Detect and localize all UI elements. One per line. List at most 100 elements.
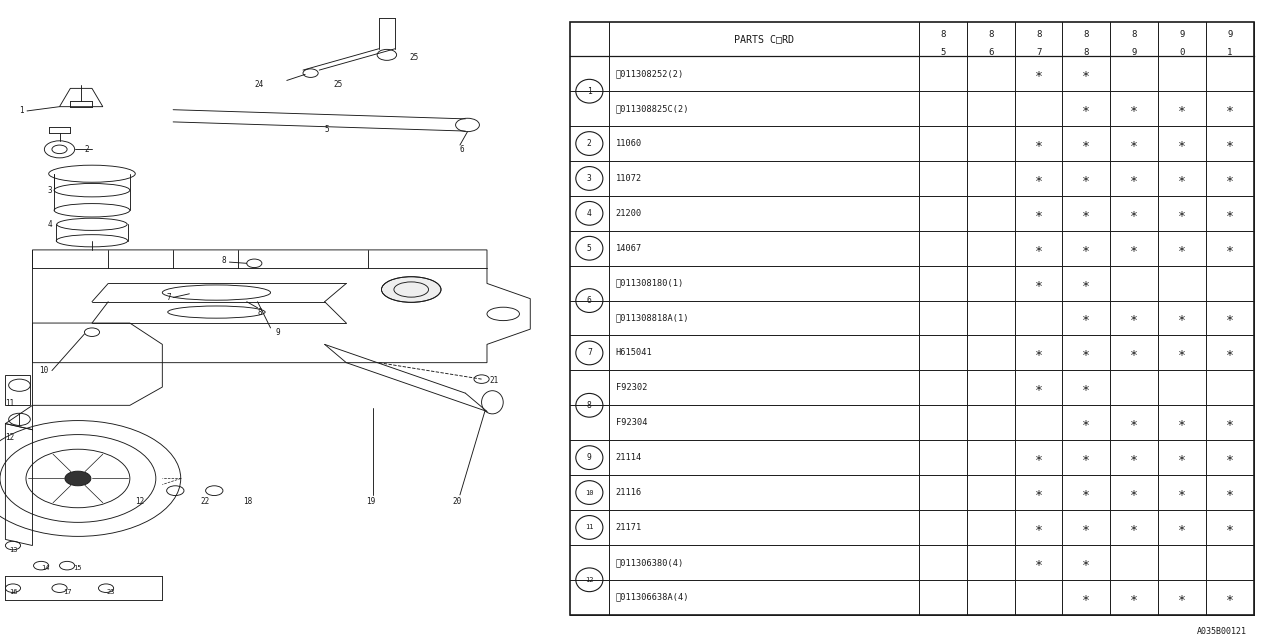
Text: ∗: ∗ — [1083, 591, 1091, 604]
Text: A035B00121: A035B00121 — [1197, 627, 1247, 636]
Text: ∗: ∗ — [1226, 207, 1234, 220]
Text: ∗: ∗ — [1083, 556, 1091, 569]
Text: 13: 13 — [9, 547, 17, 553]
Text: 6: 6 — [988, 48, 993, 57]
Text: 9: 9 — [588, 453, 591, 462]
Text: 7: 7 — [588, 348, 591, 358]
Text: 6: 6 — [460, 145, 465, 154]
Text: ∗: ∗ — [1226, 102, 1234, 115]
Text: ∗: ∗ — [1034, 172, 1043, 185]
Text: ∗: ∗ — [1130, 242, 1138, 255]
Text: 19: 19 — [366, 497, 375, 506]
Text: 8: 8 — [221, 257, 227, 266]
Text: 8: 8 — [1084, 29, 1089, 38]
Text: 10: 10 — [40, 366, 49, 375]
Text: 9: 9 — [276, 328, 280, 337]
Text: 9: 9 — [1228, 29, 1233, 38]
Text: 4: 4 — [588, 209, 591, 218]
Text: 25: 25 — [410, 53, 419, 63]
Text: ∗: ∗ — [1083, 276, 1091, 290]
Text: 22: 22 — [200, 497, 210, 506]
Text: 21200: 21200 — [616, 209, 641, 218]
Text: ∗: ∗ — [1178, 591, 1187, 604]
Text: ∗: ∗ — [1083, 67, 1091, 80]
Text: ∗: ∗ — [1178, 521, 1187, 534]
Text: 6: 6 — [588, 296, 591, 305]
Text: ∗: ∗ — [1083, 381, 1091, 394]
Text: 12: 12 — [136, 497, 145, 506]
Text: Ⓑ011308180(1): Ⓑ011308180(1) — [616, 278, 684, 287]
Text: 3: 3 — [588, 174, 591, 183]
Text: 8: 8 — [1132, 29, 1137, 38]
Text: ∗: ∗ — [1034, 346, 1043, 360]
Text: 11072: 11072 — [616, 174, 641, 183]
Text: 11060: 11060 — [616, 139, 641, 148]
Text: ∗: ∗ — [1083, 346, 1091, 360]
Text: 8: 8 — [1036, 29, 1041, 38]
Text: ∗: ∗ — [1083, 416, 1091, 429]
Text: ∗: ∗ — [1083, 102, 1091, 115]
Text: 14067: 14067 — [616, 244, 641, 253]
Ellipse shape — [381, 276, 442, 302]
Text: ∗: ∗ — [1034, 207, 1043, 220]
Text: ∗: ∗ — [1130, 172, 1138, 185]
Text: 8: 8 — [257, 308, 262, 317]
Text: ∗: ∗ — [1034, 556, 1043, 569]
Text: 14: 14 — [41, 565, 50, 571]
Text: ∗: ∗ — [1130, 416, 1138, 429]
Text: 3: 3 — [47, 186, 52, 195]
Text: 23: 23 — [106, 589, 114, 595]
Text: Ⓑ011308818A(1): Ⓑ011308818A(1) — [616, 314, 689, 323]
Text: 8: 8 — [941, 29, 946, 38]
Text: 21171: 21171 — [616, 523, 641, 532]
Text: ∗: ∗ — [1178, 242, 1187, 255]
Text: 12: 12 — [585, 577, 594, 583]
Text: ∗: ∗ — [1178, 486, 1187, 499]
Text: ∗: ∗ — [1226, 451, 1234, 464]
Text: ∗: ∗ — [1130, 346, 1138, 360]
Text: 24: 24 — [255, 79, 264, 88]
Text: 8: 8 — [588, 401, 591, 410]
Text: ∗: ∗ — [1083, 242, 1091, 255]
Text: 4: 4 — [47, 220, 52, 229]
Text: ∗: ∗ — [1034, 521, 1043, 534]
Text: 11: 11 — [5, 399, 14, 408]
Text: 15: 15 — [73, 565, 82, 571]
Text: F92304: F92304 — [616, 418, 646, 428]
Circle shape — [65, 471, 91, 486]
Text: ∗: ∗ — [1083, 486, 1091, 499]
Text: ∗: ∗ — [1034, 137, 1043, 150]
Text: 7: 7 — [1036, 48, 1041, 57]
Text: 9: 9 — [1132, 48, 1137, 57]
Text: 2: 2 — [84, 145, 90, 154]
Text: ∗: ∗ — [1130, 312, 1138, 324]
Text: F92302: F92302 — [616, 383, 646, 392]
Text: H615041: H615041 — [616, 348, 653, 358]
Text: Ⓑ011306380(4): Ⓑ011306380(4) — [616, 558, 684, 567]
Text: 5: 5 — [325, 125, 329, 134]
Text: ∗: ∗ — [1226, 591, 1234, 604]
Text: ∗: ∗ — [1178, 172, 1187, 185]
Text: 21114: 21114 — [616, 453, 641, 462]
Text: ∗: ∗ — [1226, 137, 1234, 150]
Text: ∗: ∗ — [1034, 67, 1043, 80]
Text: ∗: ∗ — [1034, 242, 1043, 255]
Text: 11: 11 — [585, 524, 594, 531]
Text: 17: 17 — [63, 589, 72, 595]
Text: 0: 0 — [1179, 48, 1185, 57]
Text: ∗: ∗ — [1226, 346, 1234, 360]
Text: ∗: ∗ — [1226, 312, 1234, 324]
Text: 10: 10 — [585, 490, 594, 495]
Text: 20: 20 — [452, 497, 462, 506]
Text: PARTS C□RD: PARTS C□RD — [733, 34, 794, 44]
Text: 7: 7 — [166, 293, 172, 302]
Text: ∗: ∗ — [1130, 521, 1138, 534]
Text: ∗: ∗ — [1226, 172, 1234, 185]
Text: 16: 16 — [9, 589, 17, 595]
Text: ∗: ∗ — [1226, 242, 1234, 255]
Text: ∗: ∗ — [1034, 486, 1043, 499]
Text: 2: 2 — [588, 139, 591, 148]
Text: ∗: ∗ — [1226, 486, 1234, 499]
Text: ∗: ∗ — [1034, 381, 1043, 394]
Text: 21: 21 — [489, 376, 498, 385]
